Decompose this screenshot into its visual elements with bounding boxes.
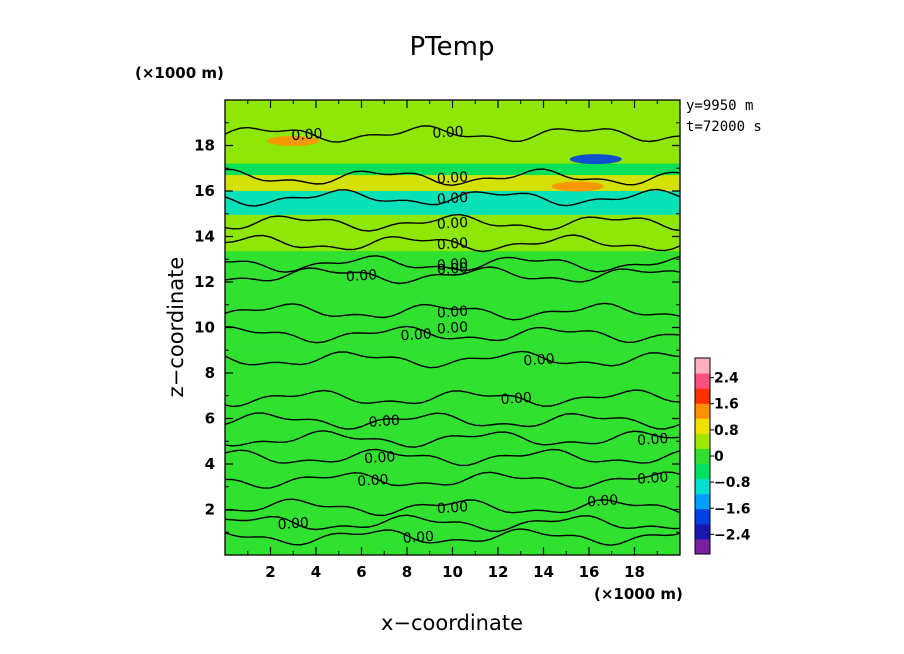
contour-label: 0.00 [500,390,532,408]
chart-canvas: PTemp (×1000 m) 0.00 0.000.000.000.000.00… [0,0,904,654]
field-extreme [552,181,604,191]
colorbar-tick-label: 0.8 [714,423,739,439]
y-tick-label: 6 [205,410,215,428]
annotation-y: y=9950 m [686,98,753,114]
contour-label: 0.00 [402,529,434,547]
contour-label: 0.00 [523,351,555,369]
y-tick-label: 8 [205,364,215,382]
contour-label: 0.00 [436,235,468,253]
x-tick-label: 12 [488,563,509,581]
x-tick-label: 18 [624,563,645,581]
colorbar-tick-label: −0.8 [714,475,751,491]
contour-label: 0.00 [587,492,619,510]
chart-title: PTemp [410,32,495,62]
contour-label: 0.00 [436,499,468,517]
colorbar-segment [695,479,710,495]
field-extreme [570,154,622,164]
contour-label: 0.00 [436,190,468,208]
colorbar-segment [695,358,710,374]
y-tick-label: 16 [194,182,215,200]
colorbar-segment [695,418,710,434]
x-tick-label: 2 [265,563,275,581]
contour-label: 0.00 [436,215,468,233]
y-tick-label: 14 [194,228,215,246]
plot-area: 0.00 0.000.000.000.000.000.000.000.000.00… [225,100,680,555]
x-tick-label: 16 [579,563,600,581]
colorbar-tick-label: −2.4 [714,527,751,543]
x-tick-label: 6 [356,563,366,581]
x-tick-label: 10 [442,563,463,581]
y-tick-label: 2 [205,501,215,519]
colorbar-segment [695,448,710,464]
contour-label: 0.00 [637,470,669,488]
colorbar-segment [695,388,710,404]
contour-label: 0.00 [436,260,468,278]
y-tick-label: 4 [205,455,215,473]
x-tick-label: 4 [311,563,321,581]
colorbar-tick-label: 2.4 [714,371,739,387]
x-axis-label: x−coordinate [381,611,523,635]
annotation-t: t=72000 s [686,119,762,135]
colorbar-segment [695,373,710,389]
colorbar-tick-label: −1.6 [714,501,751,517]
colorbar-segment [695,403,710,419]
contour-label: 0.00 [436,319,468,337]
contour-label: 0.00 [637,431,669,449]
colorbar-tick-label: 0 [714,449,724,465]
colorbar-tick-label: 1.6 [714,397,739,413]
y-tick-label: 10 [194,319,215,337]
contour-label: 0.00 [364,449,396,467]
x-tick-label: 14 [533,563,554,581]
colorbar-segment [695,433,710,449]
x-tick-label: 8 [402,563,412,581]
y-unit-label: (×1000 m) [135,64,224,82]
colorbar: 2.4 1.6 0.8 0 −0.8 −1.6 −2.4 [695,358,751,555]
contour-label: 0.00 [277,515,309,533]
contour-label: 0.00 [291,126,323,144]
contour-label: 0.00 [357,472,389,490]
colorbar-segment [695,539,710,555]
colorbar-segment [695,509,710,525]
colorbar-segment [695,524,710,540]
contour-label: 0.00 [345,267,377,285]
y-tick-label: 12 [194,273,215,291]
field-band [225,345,680,419]
contour-label: 0.00 [400,326,432,344]
y-tick-label: 18 [194,137,215,155]
x-unit-label: (×1000 m) [594,585,683,603]
y-axis-label: z−coordinate [164,257,188,398]
contour-label: 0.00 [436,169,468,187]
contour-label: 0.00 [432,124,464,142]
colorbar-segment [695,494,710,510]
contour-label: 0.00 [368,413,400,431]
colorbar-segment [695,464,710,480]
